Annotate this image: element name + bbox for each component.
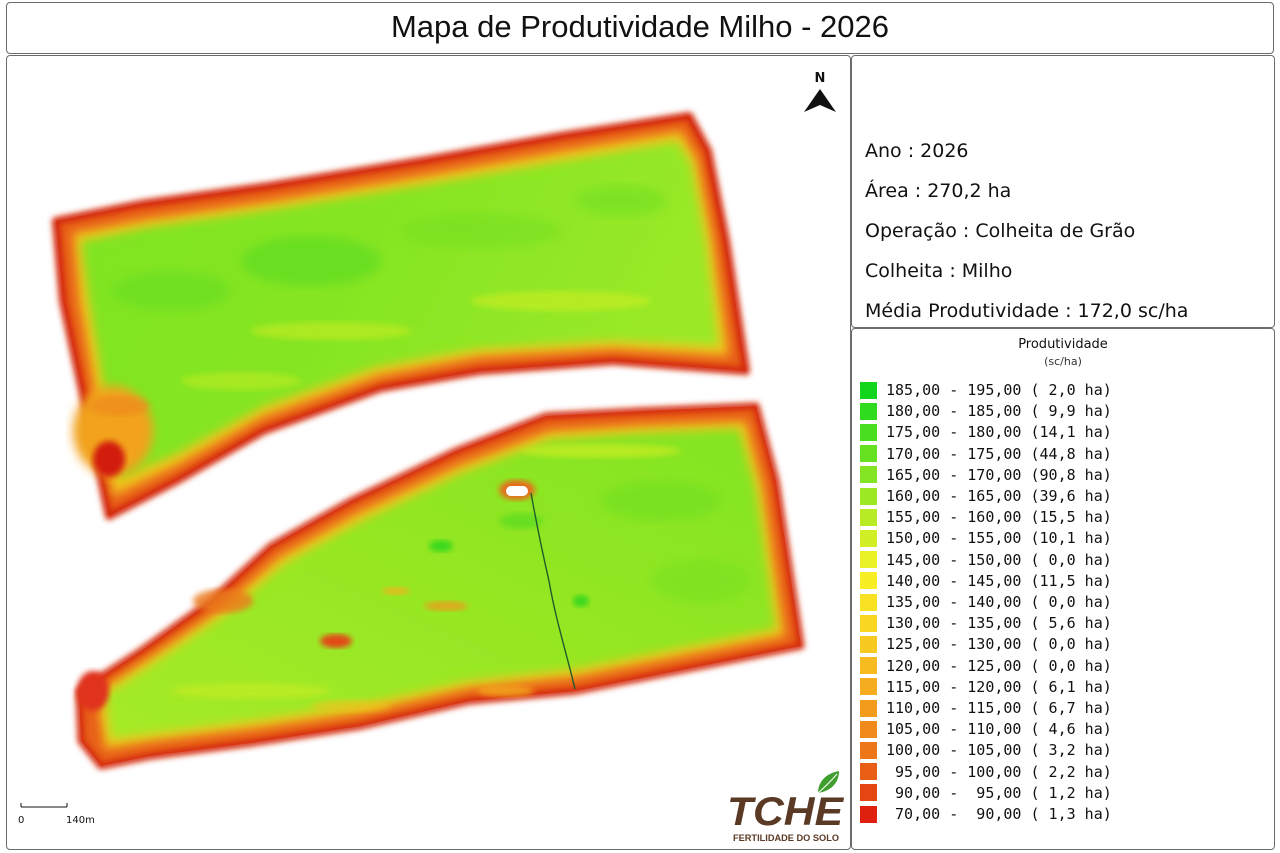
legend-label: 165,00 - 170,00 (90,8 ha) — [886, 465, 1112, 484]
north-arrow: N — [804, 71, 836, 112]
legend-label: 130,00 - 135,00 ( 5,6 ha) — [886, 614, 1112, 633]
legend-item: 130,00 - 135,00 ( 5,6 ha) — [860, 613, 1112, 633]
info-operation: Operação : Colheita de Grão — [865, 220, 1136, 242]
legend-swatch — [860, 805, 877, 823]
legend-label: 105,00 - 110,00 ( 4,6 ha) — [886, 720, 1112, 739]
legend-label: 145,00 - 150,00 ( 0,0 ha) — [886, 550, 1112, 569]
legend-label: 90,00 - 95,00 ( 1,2 ha) — [886, 783, 1112, 802]
legend-item: 165,00 - 170,00 (90,8 ha) — [860, 465, 1112, 485]
legend-swatch — [860, 593, 877, 611]
legend-item: 120,00 - 125,00 ( 0,0 ha) — [860, 656, 1112, 676]
legend-label: 140,00 - 145,00 (11,5 ha) — [886, 571, 1112, 590]
legend-label: 110,00 - 115,00 ( 6,7 ha) — [886, 699, 1112, 717]
info-mean-yield: Média Produtividade : 172,0 sc/ha — [865, 300, 1189, 322]
legend-label: 170,00 - 175,00 (44,8 ha) — [886, 444, 1112, 463]
logo-tagline: FERTILIDADE DO SOLO — [733, 833, 839, 843]
legend-swatch — [860, 572, 877, 590]
legend-label: 150,00 - 155,00 (10,1 ha) — [886, 529, 1112, 548]
tche-logo: TCHE FERTILIDADE DO SOLO — [727, 771, 844, 843]
map-title: Mapa de Produtividade Milho - 2026 — [390, 9, 890, 44]
legend-swatch — [860, 635, 877, 653]
north-label: N — [815, 71, 826, 86]
legend-swatch — [860, 445, 877, 463]
legend-label: 95,00 - 100,00 ( 2,2 ha) — [886, 762, 1112, 781]
legend-title: Produtividade — [1018, 337, 1108, 352]
scale-bar: 0 140m — [18, 803, 95, 826]
legend-item: 110,00 - 115,00 ( 6,7 ha) — [860, 698, 1112, 718]
legend-swatch — [860, 657, 877, 675]
field-divider-path — [530, 492, 576, 690]
legend-item: 185,00 - 195,00 ( 2,0 ha) — [860, 380, 1112, 400]
scale-end-label: 140m — [66, 815, 95, 826]
logo-brand: TCHE — [727, 790, 844, 834]
map-frame: N 0 140m TCHE FERTILIDADE DO SOLO — [6, 55, 851, 850]
legend-item: 145,00 - 150,00 ( 0,0 ha) — [860, 550, 1112, 570]
legend-item: 100,00 - 105,00 ( 3,2 ha) — [860, 740, 1112, 760]
field-south — [75, 402, 805, 770]
legend-swatch — [860, 423, 877, 441]
legend-swatch — [860, 678, 877, 696]
legend-label: 115,00 - 120,00 ( 6,1 ha) — [886, 677, 1112, 696]
legend-item: 140,00 - 145,00 (11,5 ha) — [860, 571, 1112, 591]
legend-label: 135,00 - 140,00 ( 0,0 ha) — [886, 593, 1112, 611]
title-box: Mapa de Produtividade Milho - 2026 — [6, 2, 1274, 54]
legend-swatch — [860, 381, 877, 399]
legend-swatch — [860, 529, 877, 547]
field-hole — [506, 486, 528, 496]
legend-swatch — [860, 720, 877, 738]
legend-swatch — [860, 402, 877, 420]
legend-label: 125,00 - 130,00 ( 0,0 ha) — [886, 635, 1112, 654]
legend-swatch — [860, 551, 877, 569]
yield-map: N 0 140m TCHE FERTILIDADE DO SOLO — [18, 71, 844, 843]
legend-item: 95,00 - 100,00 ( 2,2 ha) — [860, 762, 1112, 782]
legend-swatch — [860, 487, 877, 505]
legend-box: Produtividade (sc/ha) 185,00 - 195,00 ( … — [851, 328, 1275, 850]
legend-swatch — [860, 614, 877, 632]
legend-item: 115,00 - 120,00 ( 6,1 ha) — [860, 677, 1112, 697]
legend-item: 90,00 - 95,00 ( 1,2 ha) — [860, 783, 1112, 803]
info-area: Área : 270,2 ha — [865, 180, 1012, 202]
legend-swatch — [860, 763, 877, 781]
legend-swatch — [860, 784, 877, 802]
info-crop: Colheita : Milho — [865, 260, 1013, 282]
legend-label: 100,00 - 105,00 ( 3,2 ha) — [886, 741, 1112, 760]
legend-swatch — [860, 466, 877, 484]
legend-label: 185,00 - 195,00 ( 2,0 ha) — [886, 381, 1112, 399]
info-year: Ano : 2026 — [865, 140, 969, 162]
legend-item: 155,00 - 160,00 (15,5 ha) — [860, 507, 1112, 527]
legend-label: 155,00 - 160,00 (15,5 ha) — [886, 508, 1112, 527]
legend-label: 180,00 - 185,00 ( 9,9 ha) — [886, 402, 1112, 421]
legend-label: 120,00 - 125,00 ( 0,0 ha) — [886, 656, 1112, 675]
legend-item: 125,00 - 130,00 ( 0,0 ha) — [860, 634, 1112, 654]
info-box: Ano : 2026 Área : 270,2 ha Operação : Co… — [851, 55, 1275, 328]
legend-swatch — [860, 508, 877, 526]
legend-label: 175,00 - 180,00 (14,1 ha) — [886, 423, 1112, 442]
legend-item: 160,00 - 165,00 (39,6 ha) — [860, 486, 1112, 506]
legend-unit: (sc/ha) — [1044, 355, 1082, 368]
legend-item: 175,00 - 180,00 (14,1 ha) — [860, 422, 1112, 442]
legend-item: 70,00 - 90,00 ( 1,3 ha) — [860, 804, 1112, 824]
scale-start-label: 0 — [18, 815, 24, 826]
legend-item: 105,00 - 110,00 ( 4,6 ha) — [860, 719, 1112, 739]
legend-item: 150,00 - 155,00 (10,1 ha) — [860, 528, 1112, 548]
legend-item: 170,00 - 175,00 (44,8 ha) — [860, 444, 1112, 464]
legend-item: 180,00 - 185,00 ( 9,9 ha) — [860, 401, 1112, 421]
legend-label: 160,00 - 165,00 (39,6 ha) — [886, 487, 1112, 505]
legend-item: 135,00 - 140,00 ( 0,0 ha) — [860, 592, 1112, 612]
legend-label: 70,00 - 90,00 ( 1,3 ha) — [886, 805, 1112, 823]
legend-swatch — [860, 699, 877, 717]
legend-swatch — [860, 741, 877, 759]
field-north — [52, 112, 750, 520]
